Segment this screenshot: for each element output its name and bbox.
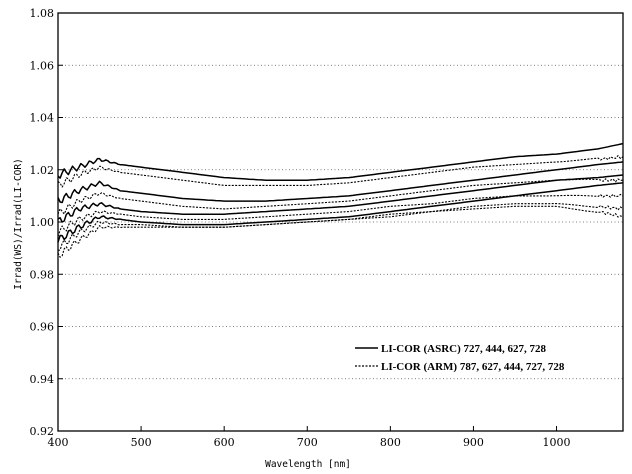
y-tick-label: 1.02 [30,164,55,177]
x-tick-label: 400 [48,436,69,449]
y-tick-label: 1.04 [30,112,55,125]
y-tick-label: 1.08 [30,7,55,20]
legend: LI-COR (ASRC) 727, 444, 627, 728 LI-COR … [355,343,565,373]
series-line [57,142,624,181]
series-line [57,155,624,188]
series-asrc [57,142,624,243]
x-tick-label: 900 [463,436,484,449]
series-layer [57,142,624,258]
x-axis-label: Wavelength [nm] [265,459,351,470]
series-line [57,203,624,251]
x-tick-label: 800 [380,436,401,449]
y-tick-label: 0.92 [30,425,55,438]
series-line [57,182,624,243]
series-line [57,205,624,258]
y-tick-label: 0.98 [30,268,55,281]
x-tick-label: 600 [214,436,235,449]
series-line [57,178,624,215]
x-tick-label: 1000 [543,436,571,449]
legend-label-asrc: LI-COR (ASRC) 727, 444, 627, 728 [381,343,547,355]
y-tick-label: 1.06 [30,59,55,72]
y-tick-labels: 0.92 0.94 0.96 0.98 1.00 1.02 1.04 1.06 1.08 [30,7,55,438]
series-line [57,174,624,223]
x-tick-labels: 400 500 600 700 800 900 1000 [48,436,571,449]
x-tick-label: 500 [131,436,152,449]
legend-label-arm: LI-COR (ARM) 787, 627, 444, 727, 728 [381,361,565,373]
y-axis-label: Irrad(WS)/Irrad(LI-COR) [13,158,24,290]
y-tick-label: 0.96 [30,321,55,334]
series-line [57,161,624,204]
series-line [57,193,624,237]
series-arm [57,155,624,258]
tick-marks [57,12,558,432]
y-tick-label: 0.94 [30,373,55,386]
y-tick-label: 1.00 [30,216,55,229]
x-tick-label: 700 [297,436,318,449]
